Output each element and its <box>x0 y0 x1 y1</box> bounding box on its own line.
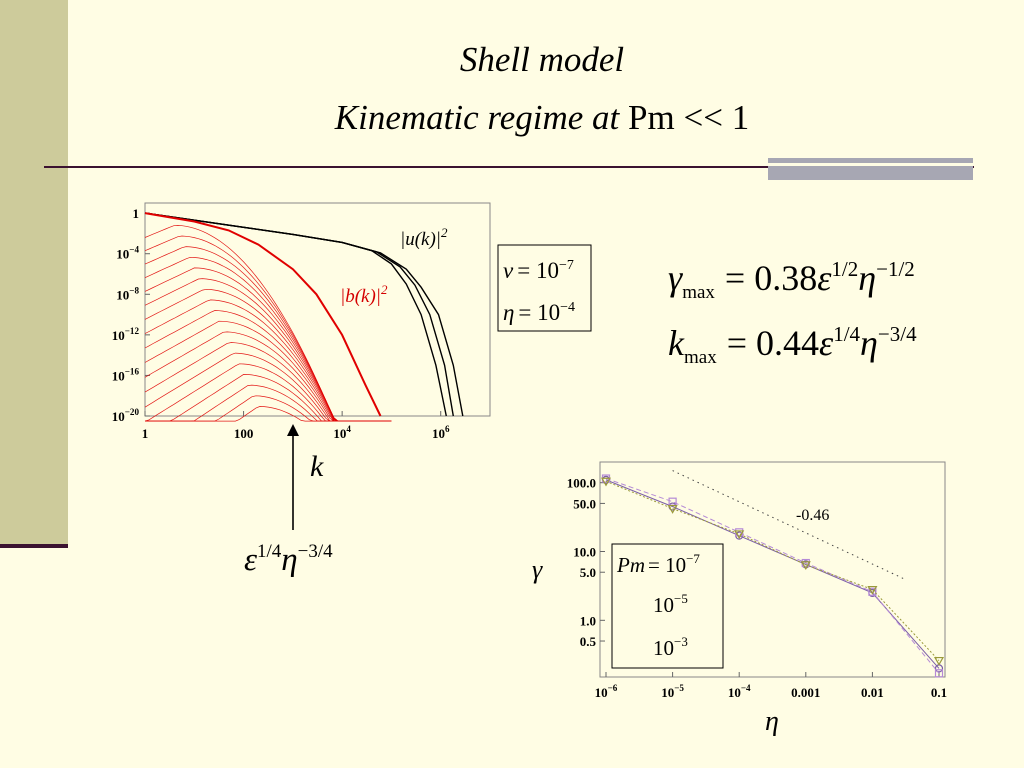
growth-point-2-1 <box>667 505 678 514</box>
title-rule <box>44 166 974 168</box>
sidebar-underline <box>0 544 68 548</box>
growth-point-2-3 <box>800 561 811 571</box>
growth-x-tick-4: 0.01 <box>861 685 884 700</box>
b-snapshot-curve-17 <box>145 406 392 422</box>
u-spectrum-line-2 <box>144 212 464 417</box>
slide-subtitle: Kinematic regime at Pm << 1 <box>30 98 1024 138</box>
b-curve-label: |b(k)|2 <box>340 282 388 307</box>
nu-param: ν = 10−7 <box>503 258 574 283</box>
pm-legend-box <box>611 543 724 669</box>
b-curve-family <box>144 225 392 422</box>
spectrum-x-tick-3: 106 <box>432 424 450 441</box>
b-snapshot-curve-0 <box>144 225 392 422</box>
k-axis-label: k <box>310 450 324 483</box>
title-text: Shell model <box>459 40 625 79</box>
growth-y-tick-3: 5.0 <box>580 565 596 580</box>
growth-x-tick-0: 10−6 <box>595 683 618 700</box>
growth-x-tick-2: 10−4 <box>728 683 751 700</box>
growth-point-2-2 <box>734 530 745 540</box>
u-curve-label: |u(k)|2 <box>400 225 448 250</box>
pm-legend-line-3: 10−3 <box>653 634 688 660</box>
growth-point-2-4 <box>867 585 878 595</box>
spectrum-y-tick-1: 10−4 <box>116 245 139 262</box>
growth-point-2-5 <box>933 656 945 666</box>
growth-x-tick-1: 10−5 <box>661 683 684 700</box>
growth-x-tick-5: 0.1 <box>931 685 947 700</box>
b-snapshot-curve-6 <box>144 288 392 422</box>
kmax-arrowhead <box>287 424 299 436</box>
growth-y-tick-4: 1.0 <box>580 613 596 628</box>
spectrum-x-tick-2: 104 <box>333 424 351 441</box>
growth-x-tick-3: 0.001 <box>791 685 820 700</box>
spectrum-y-tick-5: 10−20 <box>112 407 140 424</box>
growth-y-tick-labels: 100.0 50.0 10.0 5.0 1.0 0.5 <box>567 476 597 649</box>
spectrum-y-tick-4: 10−16 <box>112 366 140 383</box>
pm-legend-line-2: 10−5 <box>653 591 688 617</box>
eta-axis-label: η <box>765 706 779 737</box>
growth-point-1-4 <box>868 587 877 596</box>
eta-param: η = 10−4 <box>503 300 575 325</box>
slope-reference-line <box>672 470 905 580</box>
sidebar-decoration <box>0 0 68 546</box>
b-snapshot-curve-11 <box>144 342 392 422</box>
subtitle-italic: Kinematic regime at <box>334 98 629 137</box>
subtitle-rest: << 1 <box>674 98 750 137</box>
spectrum-x-tick-1: 100 <box>234 426 254 441</box>
spectrum-x-tick-labels: 1 100 104 106 <box>142 424 450 441</box>
spectrum-y-tick-labels: 1 10−4 10−8 10−12 10−16 10−20 <box>112 206 140 424</box>
gamma-max-formula: γmax = 0.38ε1/2η−1/2 <box>668 257 915 303</box>
b-snapshot-curve-2 <box>144 246 392 422</box>
growth-point-0-5 <box>934 664 944 673</box>
pm-legend-line-1: Pm = 10−7 <box>616 551 700 577</box>
growth-plot-frame <box>599 461 946 678</box>
b-snapshot-curve-13 <box>144 363 392 422</box>
k-max-formula: kmax = 0.44ε1/4η−3/4 <box>668 322 917 368</box>
rule-accent-block <box>768 158 973 180</box>
growth-series <box>600 474 945 678</box>
spectrum-series <box>144 212 464 417</box>
subtitle-pm: Pm <box>628 98 675 137</box>
growth-y-tick-0: 100.0 <box>567 476 596 491</box>
growth-x-tick-labels: 10−6 10−5 10−4 0.001 0.01 0.1 <box>595 683 947 700</box>
spectrum-x-tick-0: 1 <box>142 426 149 441</box>
spectrum-y-tick-3: 10−12 <box>112 326 140 343</box>
growth-y-tick-5: 0.5 <box>580 634 597 649</box>
gamma-axis-label: γ <box>532 555 543 584</box>
spectrum-y-tick-0: 1 <box>133 206 140 221</box>
growth-y-tick-1: 50.0 <box>573 496 596 511</box>
spectrum-ticks <box>144 212 442 417</box>
b-spectrum-line <box>144 212 382 417</box>
slide-title: Shell model <box>30 40 1024 80</box>
growth-series-line-1 <box>605 478 940 674</box>
b-snapshot-curve-10 <box>144 331 392 422</box>
growth-y-tick-2: 10.0 <box>573 545 596 560</box>
spectrum-y-tick-2: 10−8 <box>116 285 139 302</box>
params-box <box>497 244 592 332</box>
growth-point-2-0 <box>600 477 612 487</box>
b-snapshot-curve-3 <box>144 256 392 422</box>
b-snapshot-curve-9 <box>144 320 392 422</box>
growth-point-1-5 <box>934 669 944 678</box>
arrow-formula: ε1/4η−3/4 <box>244 541 333 578</box>
slope-label: -0.46 <box>796 507 829 524</box>
b-snapshot-curve-1 <box>144 235 392 422</box>
